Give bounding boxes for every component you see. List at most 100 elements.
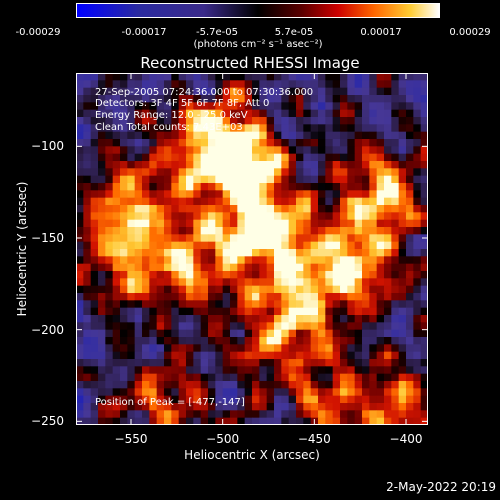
heatmap-cell [178, 212, 187, 221]
heatmap-cell [420, 161, 428, 169]
heatmap-cell [90, 395, 99, 404]
heatmap-cell [318, 124, 326, 133]
heatmap-cell [193, 124, 202, 133]
heatmap-cell [193, 161, 202, 169]
heatmap-cell [186, 359, 194, 367]
heatmap-cell [325, 219, 334, 228]
heatmap-cell [230, 153, 238, 162]
heatmap-cell [127, 168, 136, 177]
heatmap-cell [127, 219, 136, 228]
heatmap-cell [134, 359, 143, 367]
heatmap-cell [413, 256, 422, 265]
heatmap-cell [237, 175, 246, 184]
heatmap-cell [230, 139, 238, 147]
heatmap-cell [413, 403, 422, 411]
heatmap-cell [274, 117, 282, 125]
heatmap-cell [98, 256, 106, 265]
heatmap-cell [244, 315, 253, 323]
heatmap-cell [200, 315, 209, 323]
heatmap-cell [318, 153, 326, 162]
heatmap-cell [340, 183, 348, 191]
heatmap-cell [420, 271, 428, 279]
heatmap-cell [134, 205, 143, 213]
heatmap-cell [288, 337, 297, 345]
heatmap-cell [222, 212, 231, 221]
heatmap-cell [164, 175, 172, 184]
heatmap-cell [281, 359, 290, 367]
heatmap-cell [112, 175, 121, 184]
heatmap-cell [142, 410, 150, 419]
heatmap-cell [112, 344, 121, 353]
heatmap-cell [384, 285, 392, 294]
heatmap-cell [369, 329, 378, 338]
heatmap-cell [120, 322, 128, 331]
y-tick-label: −250 [31, 414, 64, 429]
heatmap-cell [83, 366, 92, 375]
heatmap-cell [237, 87, 246, 96]
heatmap-cell [120, 315, 128, 323]
heatmap-cell [288, 205, 297, 213]
heatmap-cell [303, 293, 312, 301]
heatmap-cell [406, 102, 414, 111]
heatmap-cell [98, 417, 106, 425]
heatmap-cell [83, 381, 92, 389]
heatmap-cell [362, 139, 370, 147]
heatmap-cell [274, 87, 282, 96]
heatmap-cell [296, 102, 304, 111]
heatmap-cell [259, 190, 268, 199]
heatmap-cell [76, 285, 84, 294]
heatmap-cell [391, 95, 400, 103]
heatmap-cell [230, 315, 238, 323]
heatmap-cell [127, 322, 136, 331]
heatmap-cell [112, 80, 121, 89]
heatmap-cell [186, 183, 194, 191]
heatmap-cell [354, 241, 363, 250]
heatmap-cell [76, 307, 84, 316]
heatmap-cell [156, 197, 165, 206]
heatmap-cell [142, 183, 150, 191]
heatmap-cell [310, 161, 319, 169]
heatmap-cell [406, 337, 414, 345]
heatmap-cell [83, 205, 92, 213]
heatmap-cell [252, 117, 260, 125]
heatmap-cell [340, 219, 348, 228]
heatmap-cell [274, 102, 282, 111]
heatmap-cell [237, 315, 246, 323]
heatmap-cell [178, 205, 187, 213]
heatmap-cell [171, 183, 180, 191]
heatmap-cell [90, 410, 99, 419]
heatmap-cell [222, 403, 231, 411]
heatmap-cell [413, 293, 422, 301]
heatmap-cell [376, 307, 385, 316]
heatmap-cell [120, 183, 128, 191]
heatmap-cell [178, 307, 187, 316]
heatmap-cell [354, 307, 363, 316]
heatmap-cell [105, 381, 114, 389]
heatmap-cell [266, 146, 275, 155]
heatmap-cell [76, 359, 84, 367]
heatmap-cell [244, 183, 253, 191]
heatmap-cell [384, 87, 392, 96]
heatmap-cell [303, 263, 312, 272]
heatmap-cell [369, 293, 378, 301]
heatmap-cell [120, 249, 128, 257]
heatmap-cell [384, 410, 392, 419]
heatmap-cell [230, 183, 238, 191]
heatmap-cell [420, 329, 428, 338]
heatmap-cell [318, 175, 326, 184]
heatmap-cell [318, 344, 326, 353]
heatmap-cell [105, 410, 114, 419]
heatmap-cell [149, 80, 158, 89]
heatmap-cell [384, 212, 392, 221]
heatmap-cell [384, 73, 392, 81]
heatmap-cell [376, 300, 385, 309]
heatmap-cell [362, 373, 370, 382]
heatmap-cell [215, 359, 224, 367]
heatmap-cell [259, 329, 268, 338]
heatmap-cell [376, 131, 385, 140]
heatmap-cell [112, 87, 121, 96]
heatmap-cell [200, 212, 209, 221]
heatmap-cell [332, 388, 341, 397]
heatmap-cell [325, 117, 334, 125]
heatmap-cell [398, 87, 407, 96]
